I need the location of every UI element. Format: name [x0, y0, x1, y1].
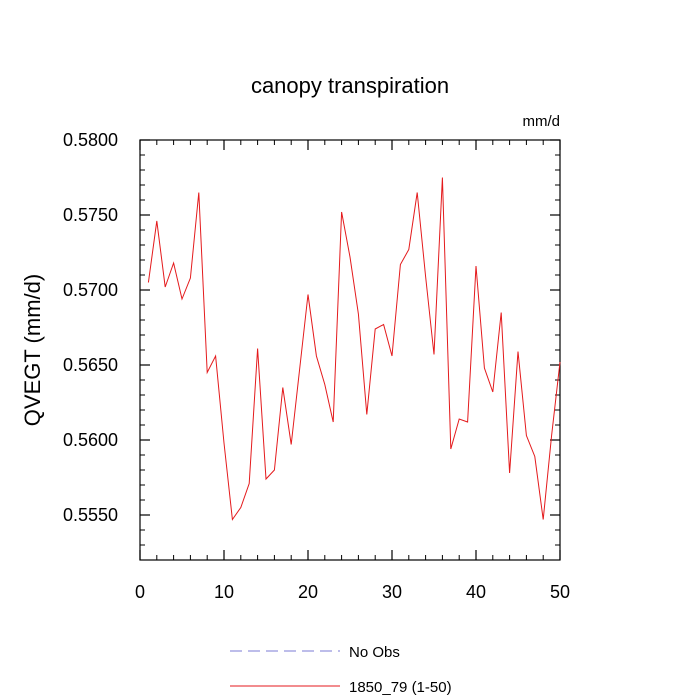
y-tick-label: 0.5750	[63, 205, 118, 225]
y-axis-ticks: 0.5550 0.5600 0.5650 0.5700 0.5750 0.5800	[63, 130, 560, 525]
x-tick-label: 40	[466, 582, 486, 602]
chart-title: canopy transpiration	[251, 73, 449, 98]
series-line	[147, 177, 561, 521]
y-tick-label: 0.5700	[63, 280, 118, 300]
y-tick-label: 0.5800	[63, 130, 118, 150]
x-tick-label: 30	[382, 582, 402, 602]
x-tick-label: 20	[298, 582, 318, 602]
x-axis-ticks: 0 10 20 30 40 50	[135, 140, 570, 602]
series-layer	[147, 177, 561, 521]
x-tick-label: 0	[135, 582, 145, 602]
minor-ticks	[140, 140, 560, 561]
y-tick-label: 0.5650	[63, 355, 118, 375]
y-tick-label: 0.5600	[63, 430, 118, 450]
legend-label: No Obs	[349, 644, 400, 661]
legend-label: 1850_79 (1-50)	[349, 679, 452, 696]
y-axis-label: QVEGT (mm/d)	[20, 274, 45, 426]
y-tick-label: 0.5550	[63, 505, 118, 525]
units-label: mm/d	[523, 113, 561, 130]
x-tick-label: 50	[550, 582, 570, 602]
legend: No Obs 1850_79 (1-50)	[230, 644, 452, 696]
x-tick-label: 10	[214, 582, 234, 602]
